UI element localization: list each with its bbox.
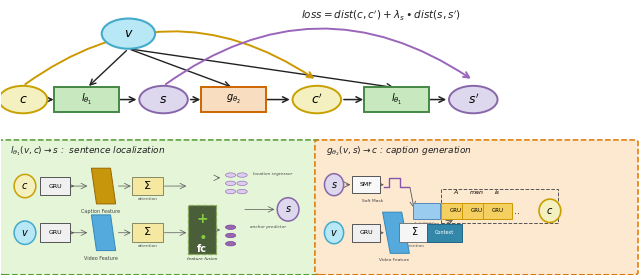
Text: is: is	[495, 190, 500, 195]
Text: GRU: GRU	[359, 230, 372, 235]
Text: GRU: GRU	[470, 208, 483, 213]
Text: $\bullet$: $\bullet$	[198, 228, 206, 242]
Circle shape	[237, 189, 247, 194]
Text: $\mathit{v}$: $\mathit{v}$	[124, 27, 133, 40]
FancyBboxPatch shape	[315, 140, 638, 275]
FancyBboxPatch shape	[132, 223, 163, 242]
Ellipse shape	[292, 86, 341, 113]
FancyBboxPatch shape	[352, 224, 380, 242]
Ellipse shape	[14, 221, 36, 245]
Text: ..: ..	[514, 206, 520, 216]
Ellipse shape	[539, 199, 561, 222]
Text: GRU: GRU	[492, 208, 504, 213]
Text: $\mathit{s}$: $\mathit{s}$	[285, 205, 291, 214]
Text: +: +	[196, 212, 207, 226]
Text: $\Sigma$: $\Sigma$	[411, 225, 419, 237]
Polygon shape	[92, 215, 116, 251]
Circle shape	[237, 173, 247, 177]
Circle shape	[225, 173, 236, 177]
Text: GRU: GRU	[449, 208, 461, 213]
Circle shape	[225, 225, 236, 229]
Text: $l_{\theta_1}(v,c) \rightarrow s$ :  sentence localization: $l_{\theta_1}(v,c) \rightarrow s$ : sent…	[10, 145, 166, 158]
Circle shape	[225, 189, 236, 194]
Polygon shape	[383, 212, 410, 253]
Ellipse shape	[449, 86, 497, 113]
Text: $g_{\theta_2}(v,s) \rightarrow c$ : caption generation: $g_{\theta_2}(v,s) \rightarrow c$ : capt…	[326, 145, 472, 158]
Circle shape	[225, 242, 236, 246]
FancyBboxPatch shape	[40, 177, 70, 195]
Text: $\mathit{v}$: $\mathit{v}$	[330, 228, 338, 238]
Text: attention: attention	[138, 197, 157, 201]
FancyBboxPatch shape	[483, 203, 511, 219]
Text: Video Feature: Video Feature	[379, 258, 409, 262]
Ellipse shape	[102, 18, 155, 49]
Text: Context: Context	[435, 230, 454, 235]
FancyBboxPatch shape	[364, 87, 429, 112]
FancyBboxPatch shape	[40, 223, 70, 242]
Text: Soft Mask: Soft Mask	[362, 199, 383, 203]
FancyBboxPatch shape	[442, 203, 469, 219]
FancyBboxPatch shape	[0, 140, 322, 275]
Circle shape	[225, 181, 236, 185]
Text: fc: fc	[197, 243, 207, 254]
Text: $\mathit{s'}$: $\mathit{s'}$	[468, 92, 479, 107]
Ellipse shape	[324, 222, 344, 244]
Text: $l_{\theta_1}$: $l_{\theta_1}$	[391, 92, 403, 107]
FancyBboxPatch shape	[132, 177, 163, 195]
Polygon shape	[92, 168, 116, 204]
Text: $\Sigma$: $\Sigma$	[143, 225, 152, 237]
Text: GRU: GRU	[48, 230, 62, 235]
Text: $l_{\theta_1}$: $l_{\theta_1}$	[81, 92, 93, 107]
Text: $\mathit{c}$: $\mathit{c}$	[547, 206, 554, 216]
Text: $\mathit{v}$: $\mathit{v}$	[21, 228, 29, 238]
Text: $\mathit{s}$: $\mathit{s}$	[331, 180, 337, 190]
Text: GRU: GRU	[48, 184, 62, 189]
Text: attention: attention	[138, 244, 157, 248]
FancyBboxPatch shape	[188, 205, 216, 254]
Text: $loss = dist(c,c') + \lambda_s \bullet dist(s,s')$: $loss = dist(c,c') + \lambda_s \bullet d…	[301, 7, 461, 22]
Ellipse shape	[324, 174, 344, 196]
FancyBboxPatch shape	[413, 203, 440, 219]
Circle shape	[237, 181, 247, 185]
Text: Init Hidden: Init Hidden	[415, 222, 438, 226]
FancyBboxPatch shape	[201, 87, 266, 112]
Text: Caption Feature: Caption Feature	[81, 209, 120, 214]
Text: man: man	[470, 190, 483, 195]
Text: Video Feature: Video Feature	[84, 256, 118, 261]
Text: anchor predictor: anchor predictor	[250, 225, 285, 229]
Text: location regressor: location regressor	[253, 172, 292, 176]
Text: $\mathit{s}$: $\mathit{s}$	[159, 93, 168, 106]
FancyBboxPatch shape	[54, 87, 120, 112]
Text: SMF: SMF	[360, 182, 372, 187]
FancyBboxPatch shape	[428, 224, 462, 242]
Ellipse shape	[0, 86, 47, 113]
Text: attention: attention	[404, 244, 424, 248]
Circle shape	[225, 233, 236, 238]
Ellipse shape	[277, 198, 299, 221]
Text: $\mathit{c'}$: $\mathit{c'}$	[311, 92, 323, 107]
Text: $\mathit{c}$: $\mathit{c}$	[19, 93, 28, 106]
Text: $g_{\theta_2}$: $g_{\theta_2}$	[227, 93, 241, 106]
Text: A: A	[453, 190, 458, 195]
Text: feature fusion: feature fusion	[187, 257, 217, 261]
Ellipse shape	[14, 174, 36, 198]
FancyBboxPatch shape	[399, 223, 430, 242]
Text: $\Sigma$: $\Sigma$	[143, 179, 152, 191]
FancyBboxPatch shape	[352, 176, 380, 193]
Ellipse shape	[140, 86, 188, 113]
Text: $\mathit{c}$: $\mathit{c}$	[21, 181, 29, 191]
FancyBboxPatch shape	[463, 203, 490, 219]
